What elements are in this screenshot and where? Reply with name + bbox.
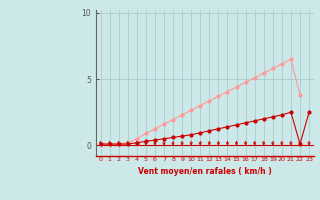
X-axis label: Vent moyen/en rafales ( km/h ): Vent moyen/en rafales ( km/h ): [138, 167, 272, 176]
